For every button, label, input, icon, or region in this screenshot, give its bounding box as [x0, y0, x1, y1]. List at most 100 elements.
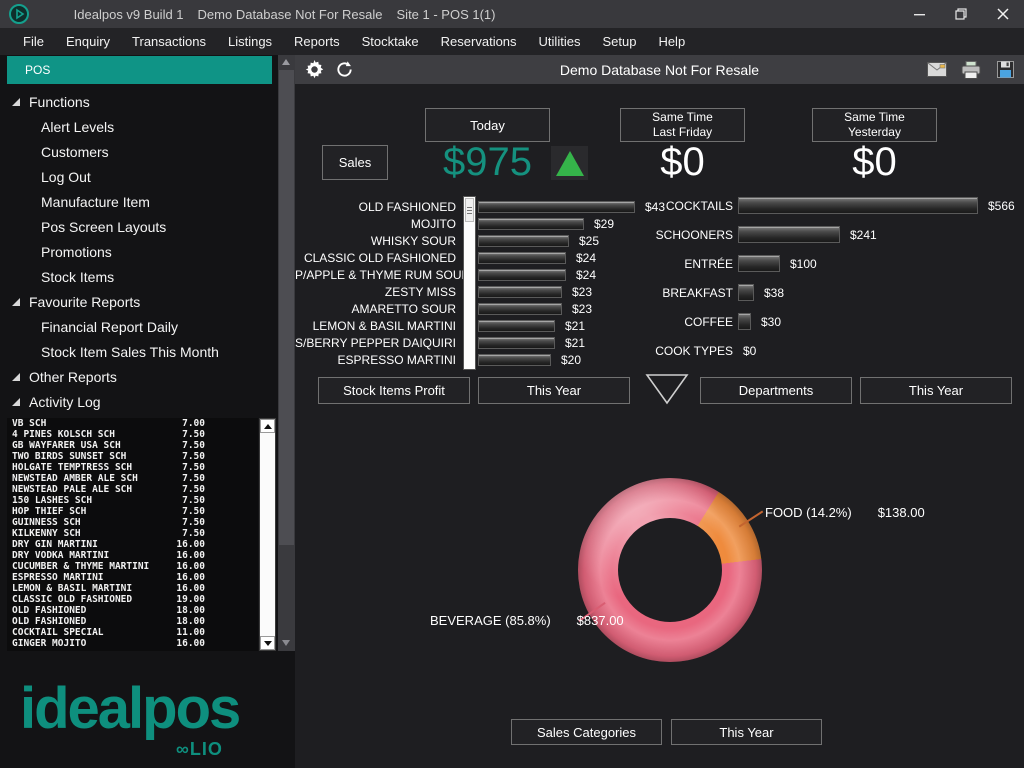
today-button[interactable]: Today — [425, 108, 550, 142]
scroll-up-button[interactable] — [260, 419, 275, 433]
scroll-down-button[interactable] — [260, 636, 275, 650]
save-icon[interactable] — [994, 59, 1016, 81]
tree-group-favourite-reports[interactable]: Favourite Reports — [0, 289, 258, 314]
tree-item-log-out[interactable]: Log Out — [41, 168, 91, 185]
activity-log-row[interactable]: VB SCH 7.00 — [7, 418, 258, 429]
menu-utilities[interactable]: Utilities — [538, 34, 581, 49]
button-line1: Same Time — [844, 110, 905, 124]
scrollbar-thumb[interactable] — [279, 70, 294, 545]
bar — [478, 200, 635, 213]
activity-log-row[interactable]: KILKENNY SCH 7.50 — [7, 528, 258, 539]
today-sales-value: $975 — [443, 140, 532, 184]
activity-log-row[interactable]: LEMON & BASIL MARTINI 16.00 — [7, 583, 258, 594]
menu-reservations[interactable]: Reservations — [440, 34, 517, 49]
activity-log-row[interactable]: GINGER MOJITO 16.00 — [7, 638, 258, 649]
item-name: GINGER MOJITO — [12, 638, 87, 649]
sales-button[interactable]: Sales — [322, 145, 388, 180]
activity-log-row[interactable]: GUINNESS SCH 7.50 — [7, 517, 258, 528]
sidebar-pos-header[interactable]: POS — [7, 56, 272, 84]
activity-log-row[interactable]: CUCUMBER & THYME MARTINI 16.00 — [7, 561, 258, 572]
activity-log-row[interactable]: DRY VODKA MARTINI 16.00 — [7, 550, 258, 561]
activity-log-row[interactable]: HOP THIEF SCH 7.50 — [7, 506, 258, 517]
tree-group-activity-log[interactable]: Activity Log — [0, 389, 258, 414]
activity-log-row[interactable]: HOLGATE TEMPTRESS SCH 7.50 — [7, 462, 258, 473]
item-name: LEMON & BASIL MARTINI — [12, 583, 133, 594]
tree-expand-icon[interactable] — [12, 297, 20, 306]
dashboard-title: Demo Database Not For Resale — [559, 61, 760, 78]
departments-period-button[interactable]: This Year — [860, 377, 1012, 404]
menu-setup[interactable]: Setup — [602, 34, 637, 49]
bar-value-label: $24 — [576, 267, 597, 282]
stock-items-period-button[interactable]: This Year — [478, 377, 630, 404]
tree-group-label: Favourite Reports — [29, 293, 141, 310]
food-amount: $138.00 — [877, 505, 925, 520]
activity-log-row[interactable]: 4 PINES KOLSCH SCH 7.50 — [7, 429, 258, 440]
item-name: TWO BIRDS SUNSET SCH — [12, 451, 127, 462]
bar-value-label: $29 — [594, 216, 615, 231]
tree-item-manufacture-item[interactable]: Manufacture Item — [41, 193, 150, 210]
chart-scrollbar[interactable] — [463, 196, 476, 370]
tree-item-promotions[interactable]: Promotions — [41, 243, 112, 260]
item-name: DRY VODKA MARTINI — [12, 550, 110, 561]
bar-row: S/BERRY PEPPER DAIQUIRI $21 — [295, 334, 765, 351]
beverage-label: BEVERAGE (85.8%) — [430, 613, 551, 628]
activity-log-row[interactable]: CLASSIC OLD FASHIONED 19.00 — [7, 594, 258, 605]
activity-log-row[interactable]: COCKTAIL SPECIAL 11.00 — [7, 627, 258, 638]
menu-help[interactable]: Help — [658, 34, 686, 49]
restore-button[interactable] — [940, 0, 982, 28]
activity-log-row[interactable]: OLD FASHIONED 18.00 — [7, 605, 258, 616]
minimize-button[interactable] — [898, 0, 940, 28]
bar-row: COCKTAILS $566 — [535, 191, 1024, 220]
tree-item-financial-report-daily[interactable]: Financial Report Daily — [41, 318, 178, 335]
triangle-up-icon — [263, 423, 272, 429]
tree-item-stock-items[interactable]: Stock Items — [41, 268, 115, 285]
activity-list-scrollbar[interactable] — [259, 418, 276, 651]
tree-item-stock-item-sales-this-month[interactable]: Stock Item Sales This Month — [41, 343, 219, 360]
menu-reports[interactable]: Reports — [294, 34, 340, 49]
scrollbar-thumb[interactable] — [465, 198, 474, 222]
activity-log-row[interactable]: 150 LASHES SCH 7.50 — [7, 495, 258, 506]
same-time-yesterday-button[interactable]: Same Time Yesterday — [812, 108, 937, 142]
departments-button[interactable]: Departments — [700, 377, 852, 404]
email-icon[interactable] — [926, 59, 948, 81]
tree-expand-icon[interactable] — [12, 372, 20, 381]
tree-group-other-reports[interactable]: Other Reports — [0, 364, 258, 389]
bar — [478, 251, 566, 264]
tree-item-pos-screen-layouts[interactable]: Pos Screen Layouts — [41, 218, 167, 235]
scroll-down-icon[interactable] — [282, 640, 290, 646]
activity-log-row[interactable]: ESPRESSO MARTINI 16.00 — [7, 572, 258, 583]
sales-categories-period-button[interactable]: This Year — [671, 719, 822, 745]
print-icon[interactable] — [960, 59, 982, 81]
activity-log-row[interactable]: NEWSTEAD PALE ALE SCH 7.50 — [7, 484, 258, 495]
activity-log-row[interactable]: GB WAYFARER USA SCH 7.50 — [7, 440, 258, 451]
tree-expand-icon[interactable] — [12, 97, 20, 106]
refresh-icon[interactable] — [333, 59, 355, 81]
activity-log-list[interactable]: VB SCH 7.00 4 PINES KOLSCH SCH 7.50 GB WAYFA… — [7, 418, 258, 651]
tree-expand-icon[interactable] — [12, 397, 20, 406]
toolbar-actions — [926, 59, 1016, 81]
app-logo-icon — [9, 4, 29, 24]
menu-listings[interactable]: Listings — [227, 34, 273, 49]
menu-stocktake[interactable]: Stocktake — [361, 34, 419, 49]
stock-items-profit-button[interactable]: Stock Items Profit — [318, 377, 470, 404]
bar-category-label: SCHOONERS — [655, 227, 733, 242]
close-button[interactable] — [982, 0, 1024, 28]
menu-transactions[interactable]: Transactions — [132, 34, 206, 49]
menu-enquiry[interactable]: Enquiry — [65, 34, 111, 49]
tree-item-alert-levels[interactable]: Alert Levels — [41, 118, 115, 135]
menu-file[interactable]: File — [23, 34, 44, 49]
sales-categories-button[interactable]: Sales Categories — [511, 719, 662, 745]
activity-log-row[interactable]: OLD FASHIONED 18.00 — [7, 616, 258, 627]
tree-item-customers[interactable]: Customers — [41, 143, 109, 160]
sidebar-scrollbar[interactable] — [278, 55, 295, 651]
sales-categories-donut-chart — [578, 478, 762, 662]
activity-log-row[interactable]: DRY GIN MARTINI 16.00 — [7, 539, 258, 550]
scroll-up-icon[interactable] — [282, 59, 290, 65]
tree-group-functions[interactable]: Functions — [0, 89, 258, 114]
bar-value-label: $43 — [645, 199, 666, 214]
same-time-last-friday-button[interactable]: Same Time Last Friday — [620, 108, 745, 142]
activity-log-row[interactable]: NEWSTEAD AMBER ALE SCH 7.50 — [7, 473, 258, 484]
activity-log-row[interactable]: TWO BIRDS SUNSET SCH 7.50 — [7, 451, 258, 462]
filter-triangle-icon[interactable] — [644, 372, 690, 406]
settings-gear-icon[interactable] — [303, 59, 325, 81]
